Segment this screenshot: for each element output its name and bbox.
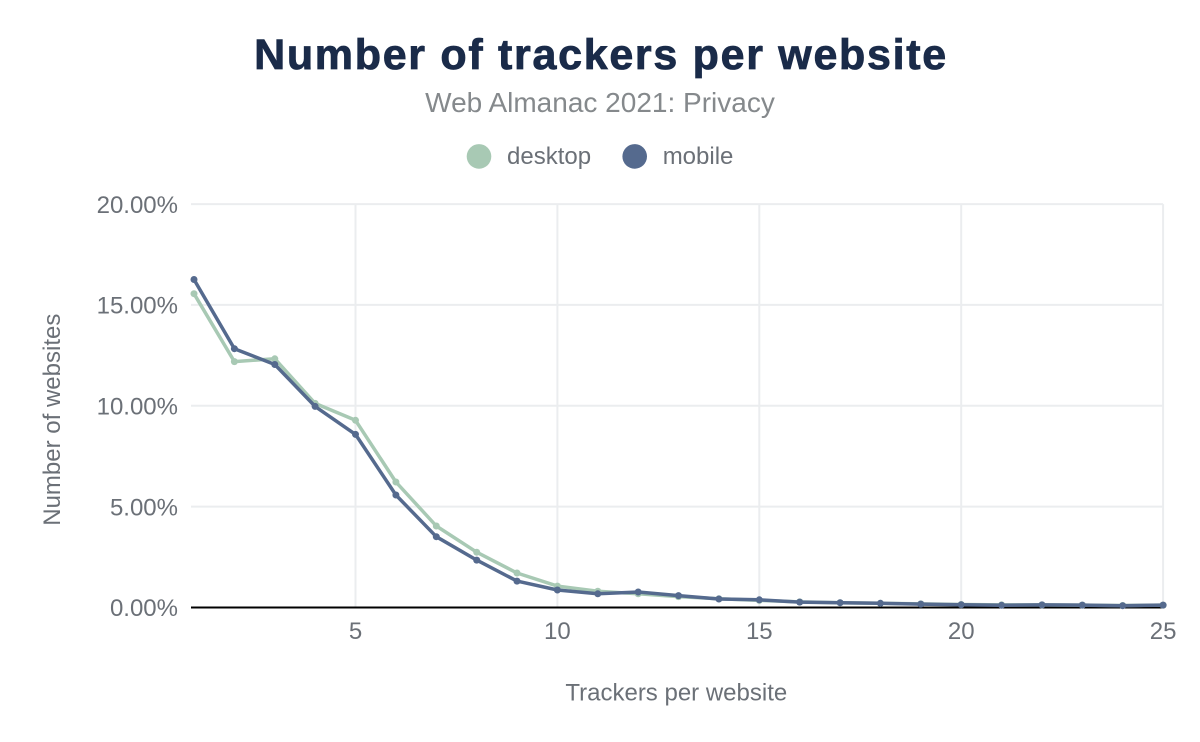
svg-text:15.00%: 15.00% <box>97 293 178 320</box>
svg-text:20.00%: 20.00% <box>97 192 178 219</box>
svg-text:5.00%: 5.00% <box>110 494 178 521</box>
svg-text:0.00%: 0.00% <box>110 595 178 622</box>
svg-text:10: 10 <box>544 618 571 645</box>
svg-text:15: 15 <box>746 618 773 645</box>
svg-text:Web Almanac 2021: Privacy: Web Almanac 2021: Privacy <box>425 87 775 118</box>
svg-text:5: 5 <box>349 618 362 645</box>
svg-text:mobile: mobile <box>663 143 734 170</box>
svg-text:25: 25 <box>1150 618 1177 645</box>
svg-text:Trackers per website: Trackers per website <box>565 679 787 706</box>
svg-text:10.00%: 10.00% <box>97 394 178 421</box>
svg-text:desktop: desktop <box>507 143 591 170</box>
svg-text:Number of websites: Number of websites <box>39 314 66 526</box>
svg-text:Number of trackers per website: Number of trackers per website <box>254 31 948 79</box>
svg-text:20: 20 <box>948 618 975 645</box>
